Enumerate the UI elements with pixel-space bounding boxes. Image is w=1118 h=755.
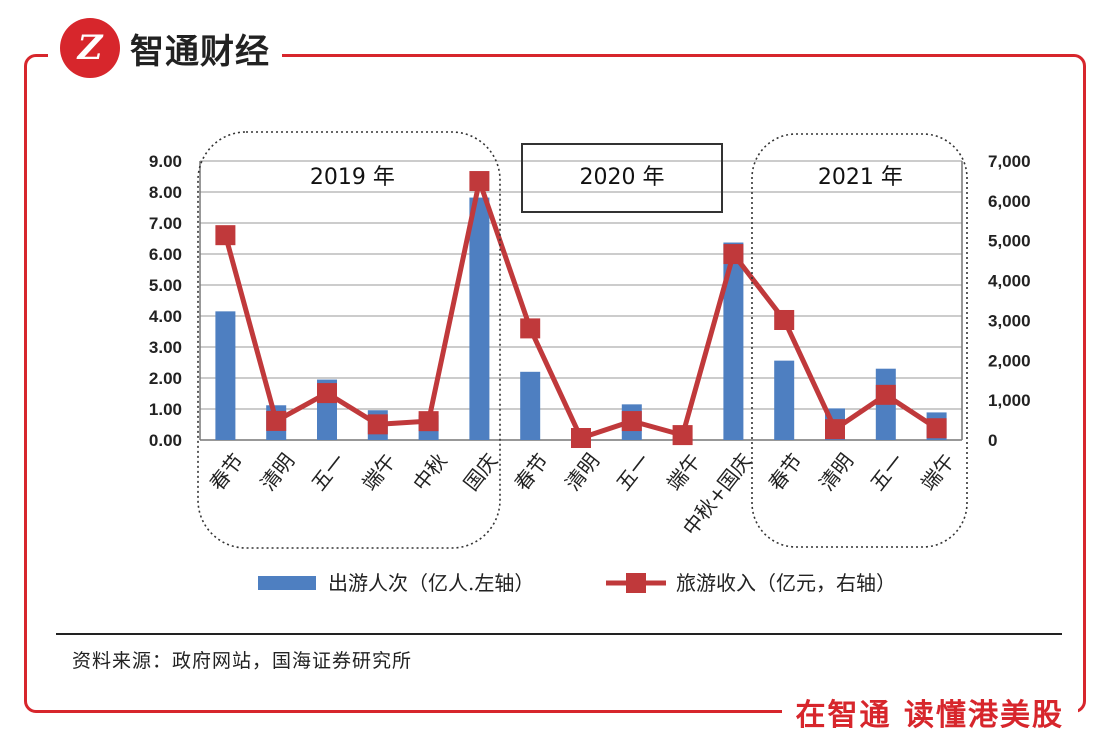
source-divider [56,633,1062,635]
report-frame [24,54,1086,713]
left-tick-label: 6.00 [149,245,182,264]
revenue-marker [215,225,236,246]
category-label: 五一 [306,449,350,495]
category-label: 春节 [205,449,249,495]
right-tick-label: 5,000 [988,232,1031,251]
category-label: 端午 [662,449,706,495]
revenue-marker [621,411,642,432]
revenue-marker [723,244,744,265]
revenue-marker [469,171,490,192]
left-tick-label: 5.00 [149,276,182,295]
category-label: 中秋 [408,449,452,495]
legend-line-marker [626,573,646,593]
category-label: 五一 [611,449,655,495]
right-tick-label: 7,000 [988,152,1031,171]
revenue-marker [571,428,591,449]
revenue-marker [926,418,947,439]
legend-bar-label: 出游人次（亿人.左轴） [328,571,534,595]
left-tick-label: 8.00 [149,183,182,202]
right-tick-label: 0 [988,431,997,450]
left-tick-label: 7.00 [149,214,182,233]
revenue-marker [266,410,287,431]
category-label: 清明 [560,449,604,495]
left-tick-label: 0.00 [149,431,182,450]
brand-logo: Z 智通财经 [48,10,282,86]
source-note: 资料来源：政府网站，国海证券研究所 [72,650,413,672]
right-tick-label: 3,000 [988,311,1031,330]
chart-legend: 出游人次（亿人.左轴） 旅游收入（亿元，右轴） [258,571,896,595]
category-label: 国庆 [459,449,503,495]
category-label: 五一 [865,449,909,495]
category-label: 春节 [510,449,554,495]
left-tick-label: 1.00 [149,400,182,419]
revenue-marker [672,425,693,446]
bar-visitors [469,197,490,440]
bar-visitors [215,311,236,440]
revenue-marker [418,411,439,432]
category-label: 清明 [814,449,858,495]
left-tick-label: 4.00 [149,307,182,326]
category-label: 端午 [916,449,960,495]
legend-line-label: 旅游收入（亿元，右轴） [676,571,896,595]
legend-bar-swatch [258,576,316,590]
left-tick-label: 2.00 [149,369,182,388]
bar-visitors [774,360,795,440]
right-tick-label: 6,000 [988,192,1031,211]
period-box [197,131,501,549]
right-tick-label: 1,000 [988,391,1031,410]
category-label: 清明 [256,449,300,495]
bar-visitors [520,371,541,440]
logo-icon: Z [60,18,120,78]
left-tick-label: 3.00 [149,338,182,357]
brand-name: 智通财经 [130,31,270,72]
revenue-marker [317,383,337,404]
left-tick-label: 9.00 [149,152,182,171]
bar-visitors [723,242,744,440]
right-tick-label: 4,000 [988,272,1031,291]
revenue-marker [825,419,845,440]
revenue-marker [774,309,795,330]
right-tick-label: 2,000 [988,351,1031,370]
period-label: 2019 年 [310,165,395,190]
period-box [521,143,723,213]
category-label: 端午 [357,449,401,495]
footer-slogan: 在智通 读懂港美股 [781,690,1078,734]
revenue-marker [520,318,541,339]
period-label: 2021 年 [818,165,903,190]
category-label: 春节 [764,449,808,495]
period-label: 2020 年 [580,165,665,190]
revenue-marker [367,414,388,435]
revenue-marker [875,384,896,405]
